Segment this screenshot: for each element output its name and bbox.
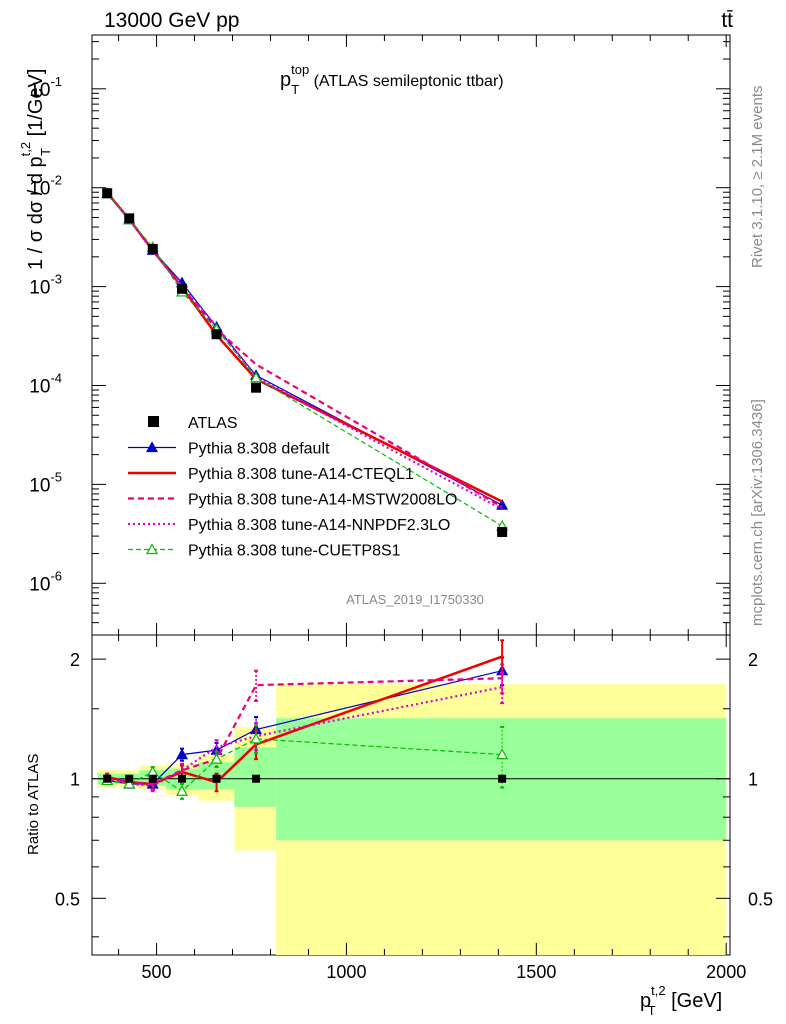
- legend-marker: [145, 441, 159, 453]
- x-axis-label: pt,2 T [GeV]: [640, 983, 722, 1018]
- legend-label-atlas: ATLAS: [188, 415, 238, 432]
- beam-label: 13000 GeV pp: [104, 9, 239, 32]
- x-tick-label: 2000: [706, 962, 746, 982]
- data-point-ratio: [148, 774, 157, 783]
- data-point: [124, 213, 135, 224]
- data-point: [147, 243, 158, 254]
- analysis-id: ATLAS_2019_I1750330: [346, 592, 484, 607]
- data-point-ratio: [178, 774, 187, 783]
- legend-label: Pythia 8.308 tune-CUETP8S1: [188, 543, 401, 560]
- series-marker-ratio: [250, 732, 263, 744]
- data-point: [211, 329, 222, 340]
- series-marker-ratio: [210, 752, 223, 764]
- series-marker-ratio: [123, 777, 136, 789]
- data-point-ratio: [125, 774, 134, 783]
- y-axis-label: 1 / σ dσ / d pt,2 T [1/GeV]: [18, 69, 53, 270]
- data-point-ratio: [252, 774, 261, 783]
- series-line-top: [106, 192, 503, 511]
- x-tick-label: 500: [142, 962, 172, 982]
- ratio-tick-label-right: 1: [748, 770, 758, 790]
- legend-label: Pythia 8.308 tune-A14-MSTW2008LO: [188, 492, 457, 509]
- ratio-tick-label-left: 2: [70, 650, 80, 670]
- series-marker-ratio: [175, 748, 189, 760]
- rivet-label: Rivet 3.1.10, ≥ 2.1M events: [749, 86, 766, 269]
- ratio-tick-label-left: 1: [70, 770, 80, 790]
- mcplots-label: mcplots.cern.ch [arXiv:1306.3436]: [749, 399, 766, 626]
- data-point: [177, 283, 188, 294]
- legend-label: Pythia 8.308 default: [188, 441, 330, 458]
- y-tick-label: 10-5: [29, 469, 62, 496]
- y-tick-label: 10-3: [29, 272, 62, 299]
- legend-label: Pythia 8.308 tune-A14-CTEQL1: [188, 466, 414, 483]
- data-point: [251, 382, 262, 393]
- data-point: [102, 188, 113, 199]
- y-tick-label: 10-6: [29, 568, 62, 595]
- y-tick-label: 10-4: [29, 370, 62, 397]
- data-point-ratio: [103, 774, 112, 783]
- data-point-ratio: [498, 774, 507, 783]
- y-tick-label: 10-1: [29, 74, 62, 101]
- series-marker-ratio: [496, 748, 509, 760]
- series-marker-top: [250, 371, 263, 383]
- legend-marker-atlas: [148, 416, 159, 427]
- legend-marker: [145, 543, 159, 555]
- ratio-tick-label-right: 0.5: [748, 889, 773, 909]
- data-point: [497, 527, 508, 538]
- x-tick-label: 1000: [326, 962, 366, 982]
- ratio-axis-label: Ratio to ATLAS: [25, 754, 42, 855]
- ratio-tick-label-left: 0.5: [55, 889, 80, 909]
- x-tick-label: 1500: [516, 962, 556, 982]
- process-label: tt̄: [721, 9, 733, 32]
- y-tick-label: 10-2: [29, 173, 62, 200]
- series-line-top: [106, 192, 503, 508]
- plot-title: ptop T (ATLAS semileptonic ttbar): [280, 62, 504, 97]
- ratio-tick-label-right: 2: [748, 650, 758, 670]
- legend-label: Pythia 8.308 tune-A14-NNPDF2.3LO: [188, 517, 450, 534]
- data-point-ratio: [212, 774, 221, 783]
- series-line-top: [106, 193, 503, 506]
- series-marker-ratio: [175, 785, 189, 796]
